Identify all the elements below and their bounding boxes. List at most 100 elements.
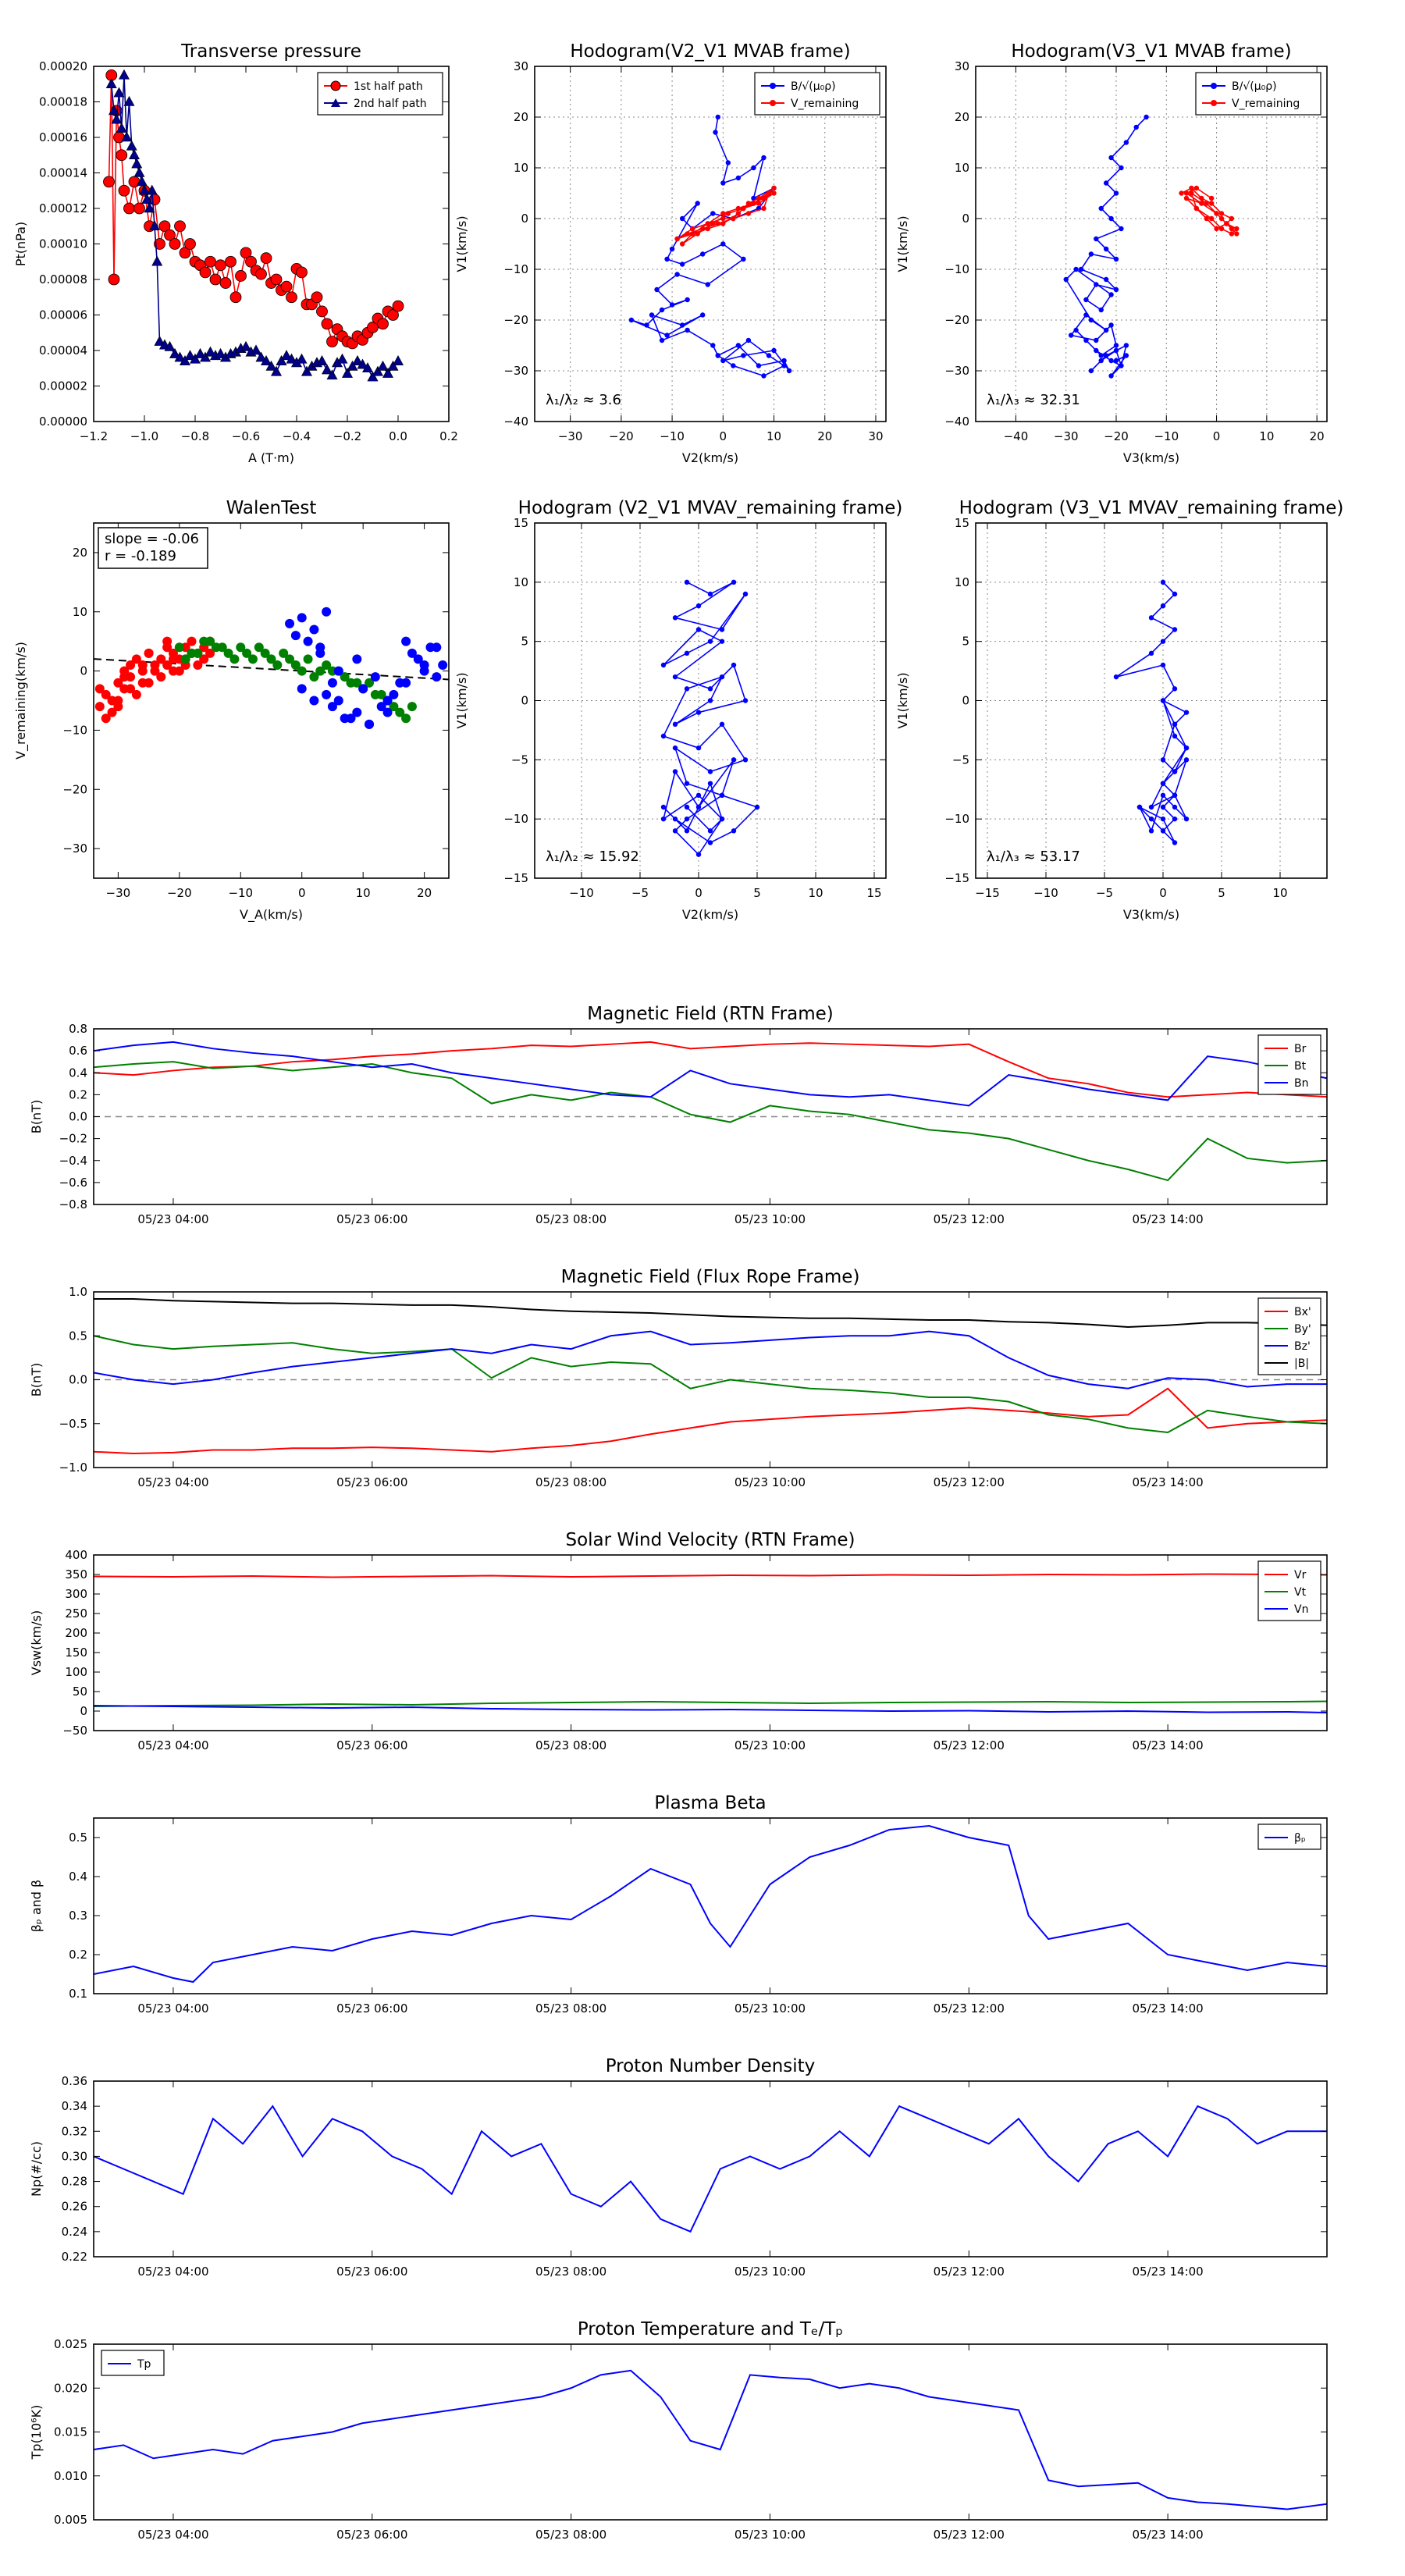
data-point [771, 190, 777, 196]
y-tick-label: 0 [80, 664, 87, 678]
y-tick-label: 1.0 [69, 1285, 87, 1299]
data-point [672, 816, 678, 822]
chart-title: Hodogram(V2_V1 MVAB frame) [570, 41, 850, 62]
data-point [333, 696, 343, 706]
data-point [162, 636, 173, 646]
chart-walen: −30 −20 −10 0 10 20 −30 −20 −10 0 10 20 WalenTest V_A… [13, 498, 450, 923]
data-point [679, 322, 685, 328]
legend-label: By' [1294, 1323, 1311, 1336]
plot-area [660, 579, 760, 857]
data-point [215, 259, 226, 272]
data-point [751, 165, 756, 171]
y-tick-label: 0.32 [62, 2124, 87, 2138]
y-tick-label: 10 [73, 605, 87, 619]
x-tick-label: 5 [753, 886, 761, 900]
data-point [695, 852, 702, 857]
x-tick-label: 05/23 14:00 [1133, 1475, 1204, 1489]
y-tick-label: −0.6 [59, 1176, 87, 1190]
data-point [113, 87, 125, 98]
data-point [1123, 140, 1129, 145]
data-point [352, 678, 362, 688]
data-point [179, 355, 191, 365]
x-tick-label: 05/23 10:00 [735, 2265, 806, 2279]
x-tick-label: 05/23 06:00 [336, 2001, 407, 2016]
y-tick-label: 0.00010 [39, 237, 87, 251]
data-point [1088, 368, 1094, 374]
data-point [731, 757, 737, 763]
data-point [116, 122, 127, 133]
legend-label: Vn [1294, 1603, 1308, 1616]
plot-area [103, 69, 404, 382]
y-tick-label: 300 [65, 1587, 87, 1601]
plot-area [94, 1573, 1327, 1713]
data-point [664, 256, 670, 262]
y-tick-label: 0.00012 [39, 201, 87, 215]
plot-area [94, 1298, 1327, 1455]
chart-title: Hodogram (V2_V1 MVAV_remaining frame) [518, 498, 903, 518]
y-tick-label: 0.1 [69, 1987, 87, 2001]
y-tick-label: −10 [944, 812, 969, 826]
data-point [280, 350, 293, 361]
data-point [432, 642, 442, 653]
y-tick-label: 0.00014 [39, 166, 87, 180]
y-tick-label: 5 [962, 635, 969, 649]
data-point [169, 238, 181, 250]
x-tick-label: −30 [1054, 429, 1079, 443]
data-point [138, 184, 151, 195]
x-tick-label: −20 [609, 429, 634, 443]
legend-label: |B| [1294, 1357, 1309, 1370]
data-point [321, 364, 333, 375]
y-tick-label: 0.00004 [39, 343, 87, 358]
data-point [1193, 185, 1200, 191]
data-point [700, 226, 706, 232]
x-tick-label: 20 [1310, 429, 1325, 443]
data-point [685, 327, 690, 333]
data-point [719, 792, 725, 799]
x-axis-label: A (T·m) [248, 450, 294, 465]
x-tick-label: −1.2 [80, 429, 108, 443]
data-point [771, 185, 777, 191]
data-point [1108, 373, 1114, 379]
data-point [254, 642, 264, 653]
data-point [361, 362, 374, 373]
data-point [297, 666, 307, 676]
x-tick-label: 05/23 04:00 [137, 2265, 208, 2279]
y-tick-label: 0.00002 [39, 379, 87, 393]
data-point [684, 579, 690, 585]
x-tick-label: −20 [1104, 429, 1129, 443]
data-point [1218, 215, 1225, 222]
y-tick-label: −20 [944, 313, 969, 327]
fit-line [94, 658, 449, 681]
data-point [179, 247, 191, 259]
data-point [1183, 757, 1190, 763]
chart-beta: 05/23 04:00 05/23 06:00 05/23 08:00 05/23 1… [29, 1793, 1328, 2016]
data-point [194, 347, 206, 358]
x-tick-label: 05/23 12:00 [934, 1475, 1005, 1489]
x-tick-label: −10 [569, 886, 594, 900]
series-line [677, 187, 775, 245]
data-point [285, 618, 295, 628]
data-point [1113, 343, 1119, 348]
data-point [705, 282, 710, 287]
data-point [126, 140, 137, 151]
x-tick-label: 30 [868, 429, 883, 443]
data-point [358, 684, 368, 694]
data-point [720, 221, 726, 226]
y-tick-label: 0.5 [69, 1831, 87, 1845]
data-point [199, 266, 212, 279]
data-point [745, 337, 752, 343]
data-point [1108, 292, 1114, 297]
data-point [1113, 358, 1119, 364]
data-point [341, 367, 354, 378]
plot-frame [975, 66, 1328, 422]
data-point [674, 236, 680, 242]
data-point [659, 307, 665, 313]
data-point [333, 666, 343, 676]
y-tick-label: 200 [65, 1626, 87, 1640]
data-point [215, 347, 226, 358]
data-point [644, 322, 649, 328]
chart-tp: −1.2 −1.0 −0.8 −0.6 −0.4 −0.2 0.0 0.2 0.00000 0.0… [13, 41, 458, 465]
data-point [1189, 190, 1194, 196]
data-point [286, 353, 297, 364]
x-tick-label: −10 [660, 429, 685, 443]
